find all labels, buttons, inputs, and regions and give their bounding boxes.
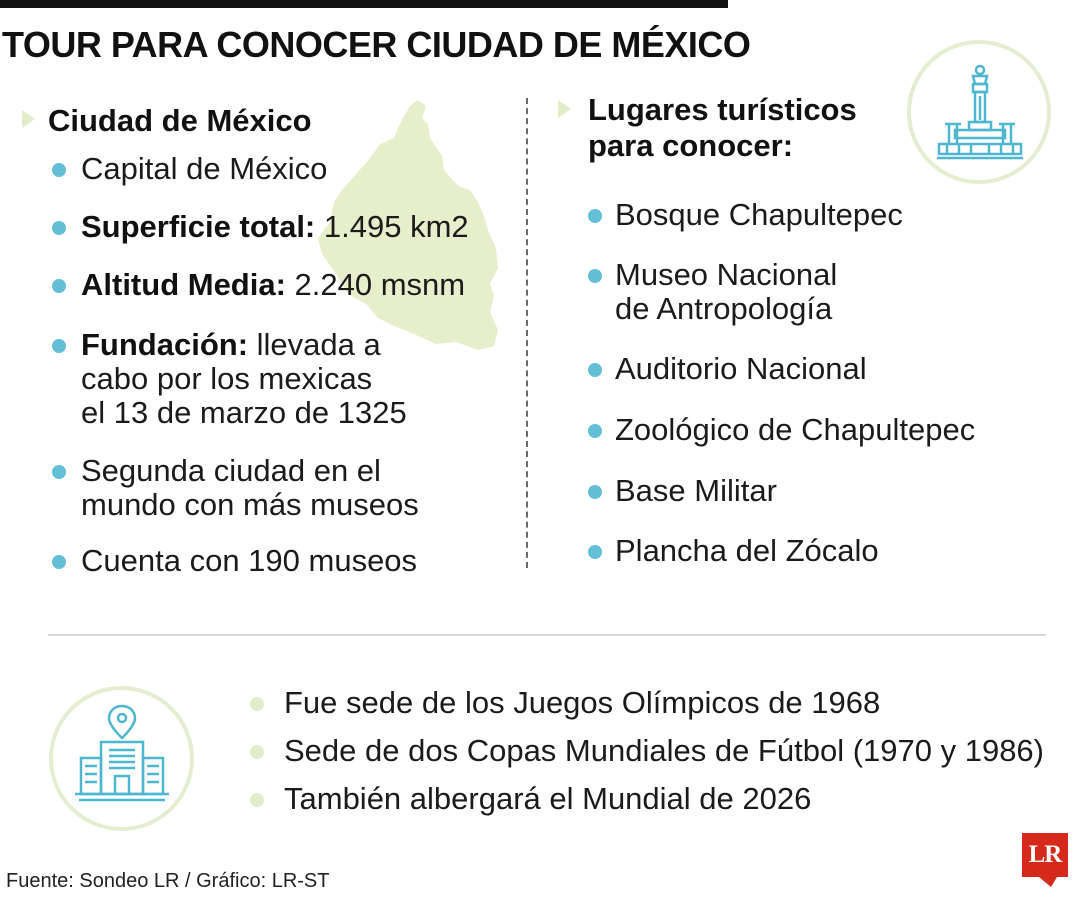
- highlight-text: También albergará el Mundial de 2026: [284, 781, 812, 816]
- bullet-icon: [250, 697, 264, 711]
- list-item: Sede de dos Copas Mundiales de Fútbol (1…: [250, 734, 1060, 782]
- lr-logo-tail: [1039, 877, 1057, 887]
- left-section-heading: Ciudad de México: [48, 103, 312, 138]
- list-item: Auditorio Nacional: [588, 352, 1058, 413]
- bullet-icon: [588, 545, 602, 559]
- bullet-icon: [52, 465, 66, 479]
- place-name: Zoológico de Chapultepec: [615, 412, 976, 447]
- highlights-list: Fue sede de los Juegos Olímpicos de 1968…: [250, 686, 1060, 830]
- city-building-location-icon: [75, 704, 169, 802]
- bullet-icon: [588, 424, 602, 438]
- top-rule: [0, 0, 728, 8]
- highlight-text: Fue sede de los Juegos Olímpicos de 1968: [284, 685, 881, 720]
- item-value: 2.240 msnm: [285, 267, 466, 302]
- section-arrow-icon: [558, 100, 571, 118]
- lr-logo-text: LR: [1022, 833, 1068, 877]
- place-name: Bosque Chapultepec: [615, 197, 903, 232]
- bullet-icon: [52, 555, 66, 569]
- list-item: Plancha del Zócalo: [588, 534, 1058, 574]
- item-value: 1.495 km2: [315, 209, 469, 244]
- bullet-icon: [250, 745, 264, 759]
- bullet-icon: [588, 209, 602, 223]
- list-item: Bosque Chapultepec: [588, 198, 1058, 258]
- place-name: Base Militar: [615, 473, 777, 508]
- section-arrow-icon: [22, 110, 35, 128]
- item-value: Capital de México: [81, 151, 328, 186]
- right-section-heading: Lugares turísticos para conocer:: [588, 92, 857, 163]
- item-label: Altitud Media:: [81, 267, 286, 302]
- item-value: Cuenta con 190 museos: [81, 543, 418, 578]
- bullet-icon: [588, 485, 602, 499]
- list-item: Segunda ciudad en el mundo con más museo…: [52, 454, 492, 544]
- bullet-icon: [250, 793, 264, 807]
- source-credit: Fuente: Sondeo LR / Gráfico: LR-ST: [6, 870, 330, 892]
- bullet-icon: [588, 363, 602, 377]
- list-item: Superficie total: 1.495 km2: [52, 210, 492, 268]
- page-title: TOUR PARA CONOCER CIUDAD DE MÉXICO: [2, 24, 751, 65]
- item-label: Fundación:: [81, 327, 249, 362]
- place-name: Auditorio Nacional: [615, 351, 867, 386]
- building-icon-circle: [49, 686, 194, 831]
- section-divider: [48, 634, 1046, 636]
- item-label: Superficie total:: [81, 209, 316, 244]
- highlight-text: Sede de dos Copas Mundiales de Fútbol (1…: [284, 733, 1044, 768]
- list-item: También albergará el Mundial de 2026: [250, 782, 1060, 830]
- list-item: Capital de México: [52, 152, 492, 210]
- place-name: Museo Nacional de Antropología: [615, 257, 838, 326]
- monument-icon-circle: [907, 40, 1051, 184]
- city-facts-list: Capital de México Superficie total: 1.49…: [52, 152, 492, 584]
- bullet-icon: [52, 279, 66, 293]
- item-value: Segunda ciudad en el mundo con más museo…: [81, 453, 419, 522]
- list-item: Zoológico de Chapultepec: [588, 413, 1058, 474]
- item-value: llevada a cabo por los mexicas el 13 de …: [81, 327, 407, 430]
- tourist-places-list: Bosque Chapultepec Museo Nacional de Ant…: [588, 198, 1058, 574]
- bullet-icon: [52, 163, 66, 177]
- list-item: Base Militar: [588, 474, 1058, 534]
- monument-icon: [937, 64, 1023, 160]
- bullet-icon: [52, 339, 66, 353]
- column-divider: [526, 98, 528, 568]
- bullet-icon: [52, 221, 66, 235]
- place-name: Plancha del Zócalo: [615, 533, 879, 568]
- mexico-city-map-icon: [318, 100, 498, 350]
- lr-logo: LR: [1022, 833, 1068, 887]
- list-item: Museo Nacional de Antropología: [588, 258, 1058, 352]
- list-item: Cuenta con 190 museos: [52, 544, 492, 584]
- list-item: Fue sede de los Juegos Olímpicos de 1968: [250, 686, 1060, 734]
- list-item: Fundación: llevada a cabo por los mexica…: [52, 328, 492, 454]
- bullet-icon: [588, 269, 602, 283]
- list-item: Altitud Media: 2.240 msnm: [52, 268, 492, 328]
